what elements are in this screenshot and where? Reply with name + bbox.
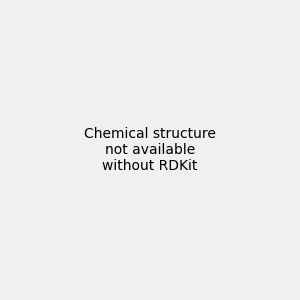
Text: Chemical structure
not available
without RDKit: Chemical structure not available without… bbox=[84, 127, 216, 173]
